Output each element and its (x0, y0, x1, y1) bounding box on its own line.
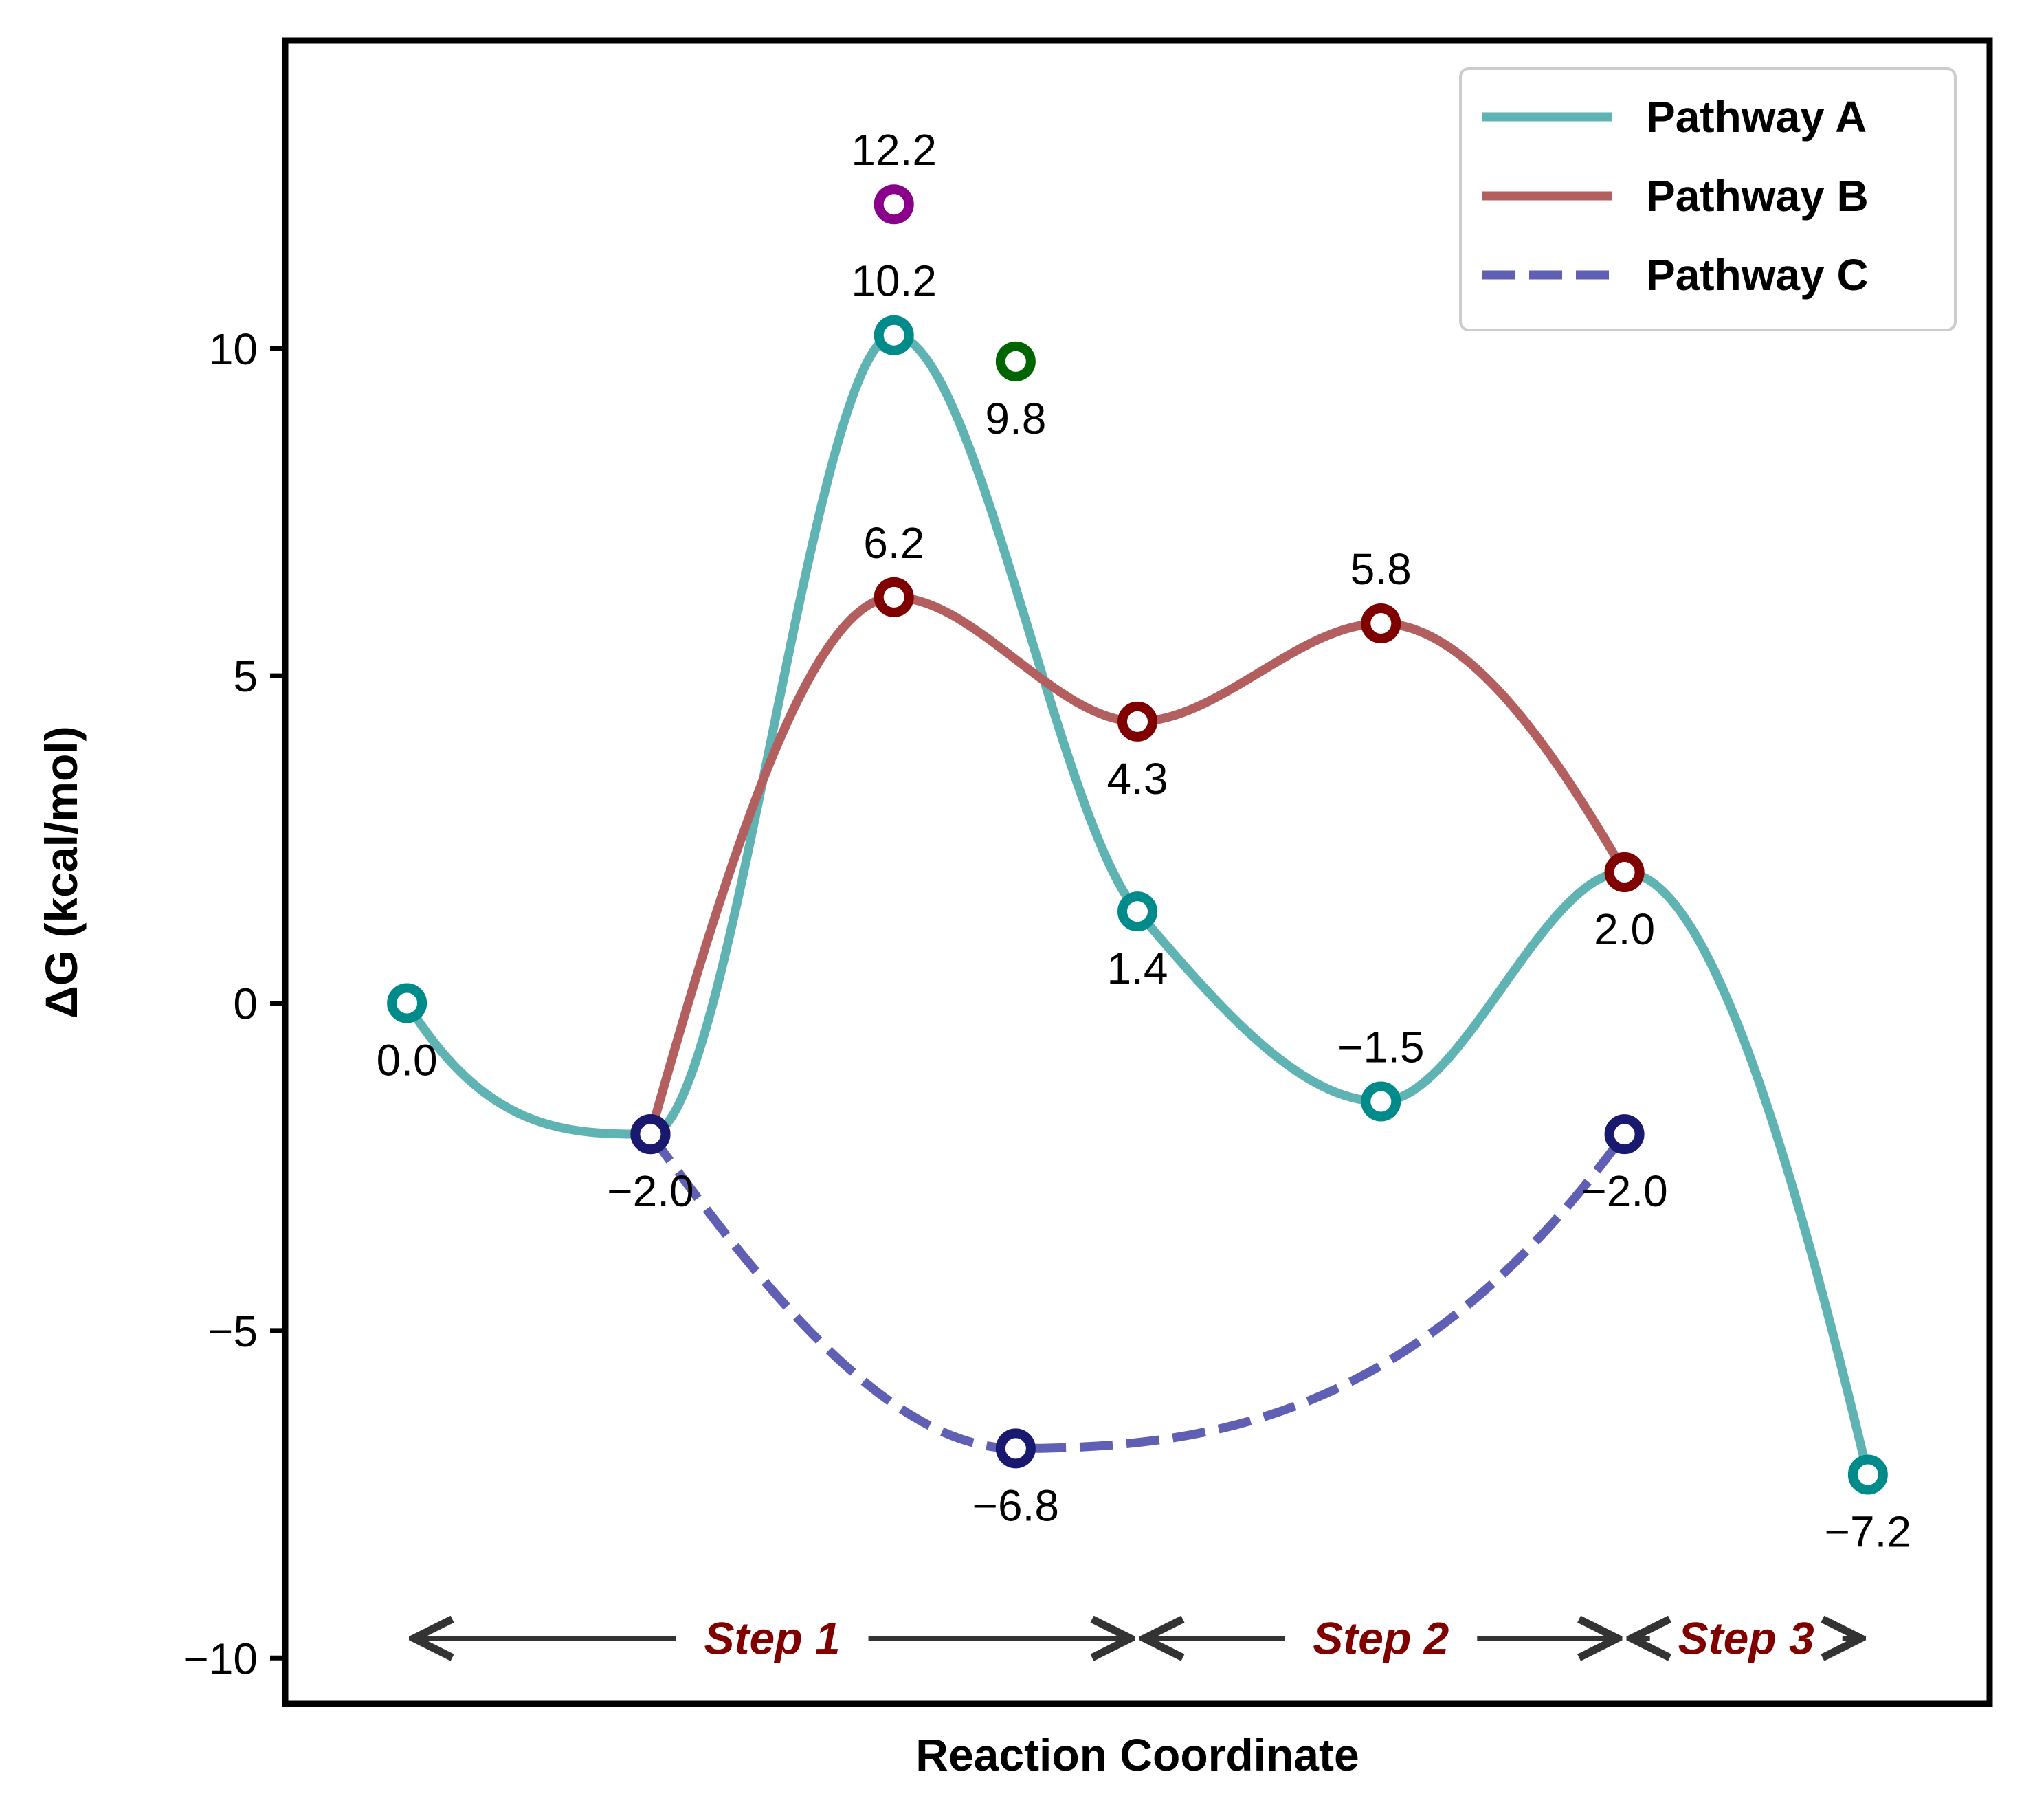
data-label-pathway-b-1: 6.2 (863, 518, 924, 568)
series-line-pathway-a (403, 331, 1873, 1476)
marker-extra-0 (874, 184, 914, 225)
legend-label-pathway-a: Pathway A (1646, 92, 1867, 142)
legend: Pathway A Pathway B Pathway C (1459, 67, 1957, 331)
data-label-pathway-a-3: 1.4 (1107, 944, 1168, 993)
data-markers (387, 184, 1888, 1495)
data-label-extra-1: 9.8 (985, 394, 1046, 443)
series-line-pathway-c (647, 1131, 1628, 1453)
data-label-pathway-a-0: 0.0 (377, 1036, 438, 1085)
data-label-pathway-b-3: 5.8 (1350, 544, 1412, 594)
data-label-pathway-c-2: −2.0 (1581, 1166, 1667, 1216)
y-tick-label-3: 5 (233, 652, 258, 701)
y-tick-label-2: 0 (233, 979, 258, 1029)
marker-extra-1 (995, 341, 1036, 381)
data-label-pathway-a-6: −7.2 (1825, 1507, 1911, 1557)
y-tick-label-0: −10 (183, 1634, 258, 1683)
marker-pathway-a-4 (1361, 1081, 1401, 1122)
step-label-3: Step 3 (1678, 1613, 1814, 1664)
data-label-pathway-a-5: 2.0 (1594, 905, 1655, 954)
series-lines (403, 331, 1873, 1476)
y-tick-label-4: 10 (209, 324, 258, 374)
marker-pathway-c-2 (1604, 1114, 1645, 1155)
y-axis-label: ΔG (kcal/mol) (36, 726, 87, 1018)
marker-pathway-b-2 (1117, 701, 1157, 742)
y-tick-label-1: −5 (208, 1307, 258, 1356)
step-annotations: Step 1 Step 2 Step 3 (414, 1613, 1861, 1664)
data-label-pathway-a-1: −2.0 (607, 1166, 693, 1216)
step-label-1: Step 1 (704, 1613, 841, 1664)
marker-pathway-a-3 (1117, 891, 1157, 932)
x-axis-label: Reaction Coordinate (915, 1729, 1359, 1780)
marker-pathway-c-0 (630, 1114, 671, 1155)
plot-frame (282, 37, 1993, 1707)
data-label-pathway-c-1: −6.8 (972, 1480, 1059, 1530)
axes: −10 −5 0 5 10 Reaction Coordinate ΔG (kcal/mol… (36, 37, 1993, 1780)
data-label-extra-0: 12.2 (851, 125, 937, 175)
data-labels: 0.0 −2.0 10.2 1.4 −1.5 2.0 −7.2 6.2 4.3 5.8 −6.8 −2… (377, 125, 1911, 1556)
marker-pathway-a-2 (874, 315, 914, 355)
marker-pathway-b-3 (1361, 603, 1401, 643)
data-label-pathway-a-4: −1.5 (1337, 1022, 1424, 1072)
marker-pathway-b-1 (874, 577, 914, 617)
marker-pathway-b-4 (1604, 852, 1645, 892)
data-label-pathway-b-2: 4.3 (1107, 754, 1168, 803)
legend-label-pathway-c: Pathway C (1646, 250, 1869, 300)
series-line-pathway-b (646, 592, 1629, 1135)
marker-pathway-c-1 (995, 1428, 1036, 1469)
legend-box (1459, 67, 1957, 331)
marker-pathway-a-0 (387, 983, 427, 1023)
data-label-pathway-a-2: 10.2 (851, 256, 937, 306)
step-label-2: Step 2 (1313, 1613, 1449, 1664)
marker-pathway-a-6 (1847, 1454, 1888, 1495)
legend-label-pathway-b: Pathway B (1646, 171, 1869, 221)
